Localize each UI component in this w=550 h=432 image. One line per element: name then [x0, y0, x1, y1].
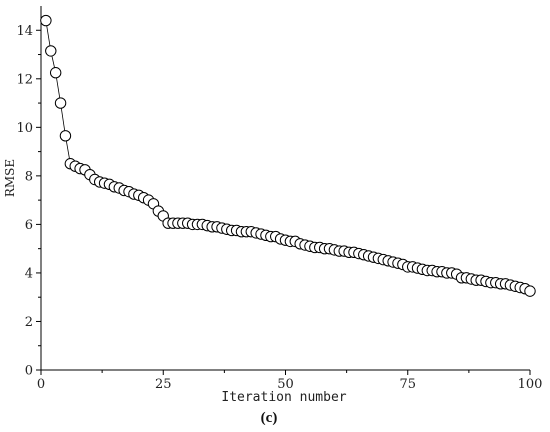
data-point — [54, 97, 67, 109]
x-tick-label: 0 — [37, 377, 45, 392]
y-tick-label: 12 — [16, 72, 33, 87]
y-axis-title: RMSE — [3, 159, 17, 197]
y-tick-label: 2 — [25, 315, 33, 330]
figure-caption: (c) — [261, 410, 278, 426]
y-tick-label: 6 — [25, 218, 33, 233]
plot-area: 0 25 50 75 100 0 2 4 6 8 10 12 14 — [16, 6, 542, 392]
x-tick-label: 75 — [399, 377, 416, 392]
data-point — [524, 285, 536, 297]
data-point — [40, 14, 52, 27]
x-tick-label: 100 — [518, 377, 543, 392]
data-point — [49, 67, 62, 79]
x-tick-label: 50 — [277, 377, 294, 392]
y-tick-label: 10 — [16, 121, 33, 136]
x-axis-title: Iteration number — [221, 390, 346, 405]
x-tick-label: 25 — [155, 377, 172, 392]
y-tick-label: 0 — [25, 364, 33, 379]
y-tick-label: 4 — [25, 266, 33, 281]
y-tick-label: 14 — [16, 24, 33, 39]
data-point — [59, 130, 72, 142]
series-line — [45, 20, 531, 292]
data-point — [45, 45, 57, 57]
y-tick-label: 8 — [25, 169, 33, 184]
